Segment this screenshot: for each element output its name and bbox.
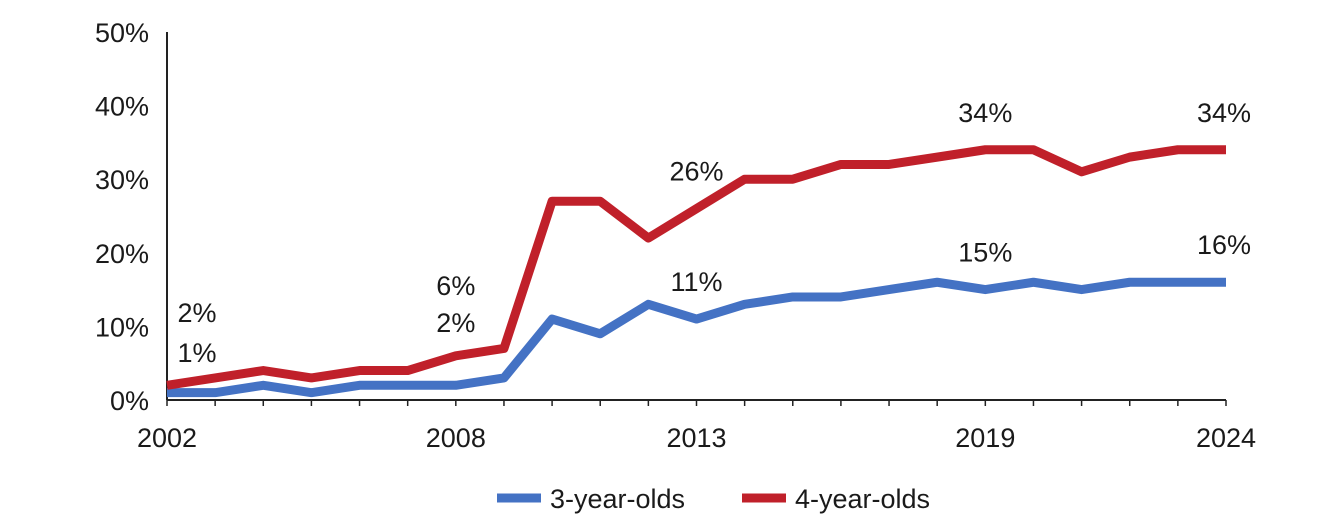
y-tick-label: 0%	[110, 386, 149, 416]
series-line-3-year-olds	[167, 277, 1226, 398]
y-tick-label: 30%	[95, 165, 149, 195]
legend: 3-year-olds 4-year-olds	[497, 484, 930, 514]
y-tick-label: 20%	[95, 239, 149, 269]
x-tick-label: 2013	[666, 423, 726, 453]
legend-label: 3-year-olds	[550, 484, 685, 514]
data-label: 11%	[670, 267, 722, 297]
data-label: 2%	[436, 308, 475, 338]
x-tick-label: 2019	[955, 423, 1015, 453]
legend-label: 4-year-olds	[795, 484, 930, 514]
series-lines	[166, 145, 1226, 398]
x-tick-label: 2002	[137, 423, 197, 453]
y-axis-ticks: 0% 10% 20% 30% 40% 50%	[95, 18, 149, 416]
data-label: 34%	[1197, 98, 1251, 128]
x-tick-label: 2024	[1196, 423, 1256, 453]
x-tick-label: 2008	[426, 423, 486, 453]
data-labels: 2% 1% 6% 2% 26% 11% 34% 15% 34% 16%	[177, 98, 1251, 368]
data-label: 1%	[177, 338, 216, 368]
data-label: 34%	[958, 98, 1012, 128]
y-tick-label: 50%	[95, 18, 149, 48]
x-axis-ticks: 2002 2008 2013 2019 2024	[137, 400, 1256, 453]
series-line-4-year-olds	[166, 145, 1226, 390]
data-label: 6%	[436, 271, 475, 301]
data-label: 16%	[1197, 230, 1251, 260]
data-label: 15%	[958, 238, 1012, 268]
data-label: 2%	[177, 298, 216, 328]
data-label: 26%	[669, 157, 723, 187]
y-tick-label: 40%	[95, 92, 149, 122]
y-tick-label: 10%	[95, 312, 149, 342]
